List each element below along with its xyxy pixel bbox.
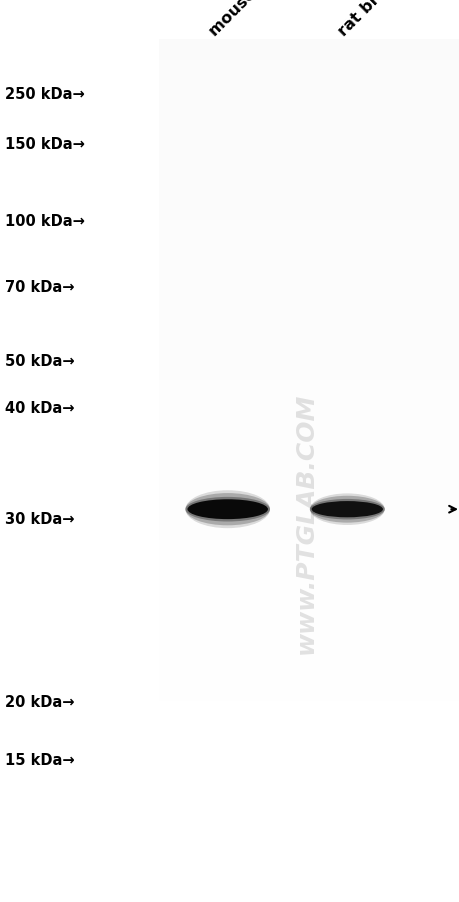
Text: 30 kDa→: 30 kDa→ <box>5 511 74 526</box>
Ellipse shape <box>309 496 384 523</box>
Text: mouse brain: mouse brain <box>207 0 297 39</box>
Ellipse shape <box>185 493 269 526</box>
Text: rat brain: rat brain <box>335 0 402 39</box>
Bar <box>158 41 459 861</box>
Text: 100 kDa→: 100 kDa→ <box>5 214 84 228</box>
Text: 50 kDa→: 50 kDa→ <box>5 354 74 368</box>
Text: 250 kDa→: 250 kDa→ <box>5 87 84 102</box>
Ellipse shape <box>309 500 384 520</box>
Ellipse shape <box>311 502 382 518</box>
Ellipse shape <box>309 493 384 525</box>
Ellipse shape <box>185 497 269 522</box>
Text: 70 kDa→: 70 kDa→ <box>5 280 74 294</box>
Ellipse shape <box>187 500 267 520</box>
Ellipse shape <box>185 491 269 529</box>
Text: 150 kDa→: 150 kDa→ <box>5 137 84 152</box>
Text: www.PTGLAB.COM: www.PTGLAB.COM <box>293 392 317 654</box>
Text: 20 kDa→: 20 kDa→ <box>5 695 74 709</box>
Text: 15 kDa→: 15 kDa→ <box>5 752 74 767</box>
Text: 40 kDa→: 40 kDa→ <box>5 400 74 415</box>
